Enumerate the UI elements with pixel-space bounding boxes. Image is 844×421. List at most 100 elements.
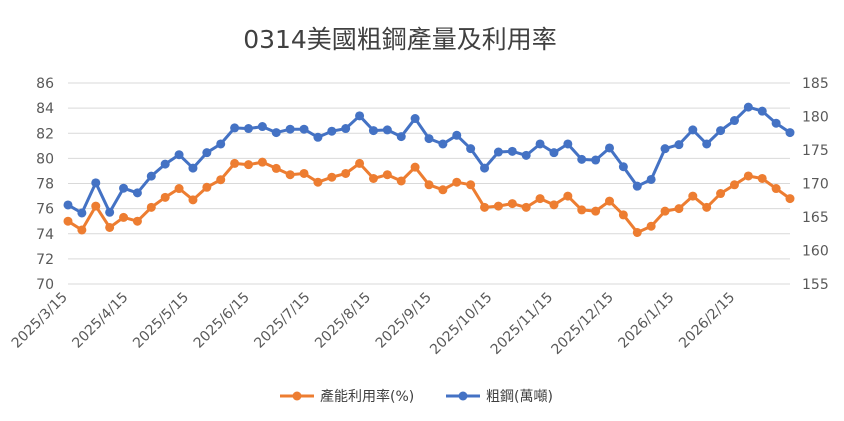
legend-marker-crude-steel — [458, 391, 468, 401]
data-point-crude-steel — [174, 150, 184, 160]
data-point-utilization — [688, 191, 698, 201]
data-point-utilization — [438, 185, 448, 195]
data-point-crude-steel — [452, 130, 462, 140]
data-point-utilization — [91, 201, 101, 211]
data-point-utilization — [368, 173, 378, 183]
data-point-utilization — [480, 202, 490, 212]
data-point-crude-steel — [368, 126, 378, 136]
data-point-crude-steel — [466, 144, 476, 154]
data-point-utilization — [160, 192, 170, 202]
data-point-utilization — [757, 173, 767, 183]
data-point-crude-steel — [618, 162, 628, 172]
data-point-crude-steel — [660, 144, 670, 154]
data-point-utilization — [702, 202, 712, 212]
data-point-utilization — [341, 168, 351, 178]
data-point-crude-steel — [105, 207, 115, 217]
data-point-crude-steel — [119, 183, 129, 193]
data-point-crude-steel — [216, 139, 226, 149]
data-point-utilization — [729, 180, 739, 190]
data-point-utilization — [452, 177, 462, 187]
x-tick-label: 2025/11/15 — [488, 290, 556, 358]
data-point-crude-steel — [355, 111, 365, 121]
data-point-crude-steel — [785, 128, 795, 138]
x-tick-label: 2025/10/15 — [427, 290, 495, 358]
data-point-utilization — [285, 170, 295, 180]
data-point-crude-steel — [63, 200, 73, 210]
data-point-utilization — [716, 189, 726, 199]
data-point-crude-steel — [77, 208, 87, 218]
y-left-tick-label: 70 — [36, 277, 54, 293]
data-point-utilization — [632, 227, 642, 237]
data-point-crude-steel — [646, 174, 656, 184]
chart-title: 0314美國粗鋼產量及利用率 — [243, 25, 557, 54]
data-point-utilization — [299, 168, 309, 178]
data-point-crude-steel — [424, 134, 434, 144]
data-point-crude-steel — [188, 163, 198, 173]
data-point-crude-steel — [202, 148, 212, 158]
data-point-utilization — [605, 196, 614, 206]
y-right-tick-label: 185 — [802, 76, 829, 92]
data-point-utilization — [244, 160, 253, 170]
legend-label-crude-steel: 粗鋼(萬噸) — [486, 389, 553, 405]
data-point-crude-steel — [771, 118, 781, 128]
data-point-crude-steel — [535, 139, 545, 149]
x-tick-label: 2025/12/15 — [548, 290, 616, 358]
data-point-crude-steel — [382, 125, 392, 135]
data-point-utilization — [424, 180, 434, 190]
data-point-utilization — [396, 176, 406, 186]
data-point-utilization — [674, 204, 684, 214]
series-line-utilization — [67, 160, 791, 234]
data-point-crude-steel — [716, 126, 726, 136]
x-tick-label: 2025/6/15 — [191, 290, 253, 352]
data-point-utilization — [355, 158, 365, 168]
data-point-utilization — [507, 199, 517, 209]
data-point-crude-steel — [480, 163, 490, 173]
y-right-tick-label: 180 — [802, 110, 829, 126]
data-point-crude-steel — [257, 122, 267, 132]
data-point-utilization — [646, 221, 656, 231]
data-point-crude-steel — [313, 132, 323, 142]
data-point-utilization — [549, 200, 559, 210]
data-point-crude-steel — [299, 124, 309, 134]
data-point-crude-steel — [285, 124, 295, 134]
data-point-crude-steel — [91, 178, 101, 188]
y-left-tick-label: 82 — [36, 126, 54, 142]
data-point-utilization — [771, 184, 781, 194]
data-point-utilization — [105, 222, 115, 232]
x-tick-label: 2025/7/15 — [251, 290, 313, 352]
data-point-crude-steel — [410, 114, 420, 124]
data-point-crude-steel — [132, 188, 142, 198]
data-point-crude-steel — [632, 181, 642, 191]
data-point-utilization — [230, 158, 240, 168]
data-point-utilization — [577, 205, 587, 215]
data-point-utilization — [618, 210, 628, 220]
y-left-tick-label: 86 — [36, 76, 54, 92]
data-point-crude-steel — [702, 139, 712, 149]
data-point-utilization — [591, 206, 601, 216]
data-point-utilization — [216, 175, 226, 185]
y-left-tick-label: 78 — [36, 177, 54, 193]
y-left-tick-label: 74 — [36, 227, 54, 243]
data-point-crude-steel — [549, 148, 559, 158]
data-point-crude-steel — [327, 126, 337, 136]
data-point-utilization — [493, 201, 503, 211]
data-point-utilization — [410, 162, 420, 172]
y-right-tick-label: 170 — [802, 177, 829, 193]
data-point-crude-steel — [271, 128, 281, 138]
data-point-utilization — [174, 184, 184, 194]
y-left-tick-label: 72 — [36, 252, 54, 268]
data-point-utilization — [271, 163, 281, 173]
y-right-tick-label: 155 — [802, 277, 829, 293]
data-point-utilization — [660, 206, 670, 216]
data-point-utilization — [535, 194, 545, 204]
x-tick-label: 2025/9/15 — [373, 290, 435, 352]
data-point-crude-steel — [563, 139, 573, 149]
data-point-utilization — [563, 191, 573, 201]
data-point-crude-steel — [244, 124, 253, 134]
x-tick-label: 2026/1/15 — [615, 290, 677, 352]
data-point-crude-steel — [605, 143, 614, 153]
y-right-tick-label: 165 — [802, 210, 829, 226]
y-right-tick-label: 175 — [802, 143, 829, 159]
